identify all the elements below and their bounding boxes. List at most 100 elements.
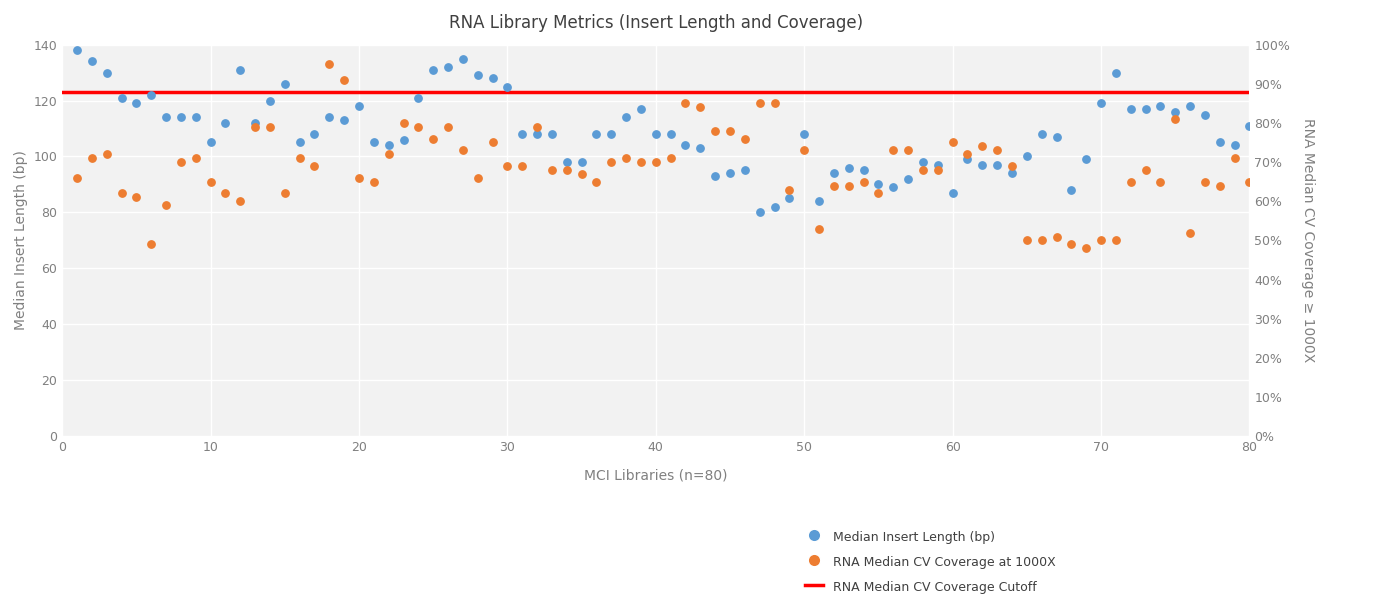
Point	[912, 157, 934, 167]
Point	[423, 65, 445, 75]
Point	[1195, 110, 1216, 119]
Point	[1179, 228, 1201, 238]
Point	[674, 98, 696, 108]
Point	[334, 115, 356, 125]
Point	[719, 126, 741, 136]
Point	[719, 168, 741, 178]
Point	[630, 104, 652, 114]
Point	[1016, 152, 1038, 161]
Point	[883, 145, 905, 155]
Point	[273, 79, 295, 88]
Point	[155, 201, 177, 210]
Point	[1164, 114, 1186, 124]
Point	[362, 177, 384, 187]
Point	[497, 82, 519, 92]
Point	[244, 122, 266, 132]
Point	[585, 129, 607, 139]
Point	[66, 45, 88, 55]
Point	[526, 129, 548, 139]
Point	[408, 93, 430, 102]
Point	[957, 150, 979, 159]
Point	[111, 188, 133, 198]
Point	[319, 113, 341, 122]
Point	[704, 126, 726, 136]
Point	[822, 181, 844, 190]
Point	[229, 196, 251, 206]
Point	[1134, 104, 1156, 114]
Point	[378, 141, 400, 150]
Point	[1208, 181, 1230, 190]
Point	[185, 153, 207, 163]
Point	[912, 165, 934, 175]
Point	[927, 165, 949, 175]
Y-axis label: Median Insert Length (bp): Median Insert Length (bp)	[14, 150, 27, 330]
Point	[556, 165, 578, 175]
Point	[615, 113, 637, 122]
Point	[541, 129, 563, 139]
Point	[600, 157, 622, 167]
Point	[1105, 236, 1127, 245]
Title: RNA Library Metrics (Insert Length and Coverage): RNA Library Metrics (Insert Length and C…	[449, 14, 862, 32]
Point	[199, 177, 221, 187]
Point	[303, 161, 325, 171]
Point	[125, 193, 147, 202]
Point	[763, 98, 785, 108]
Point	[259, 96, 281, 105]
Point	[437, 62, 459, 72]
Point	[986, 160, 1008, 170]
Point	[1090, 236, 1112, 245]
Point	[347, 101, 369, 111]
Point	[1223, 153, 1245, 163]
Point	[689, 143, 711, 153]
Point	[393, 118, 415, 128]
Point	[140, 239, 162, 249]
Point	[809, 224, 831, 233]
Point	[273, 188, 295, 198]
Point	[733, 134, 755, 144]
Point	[393, 135, 415, 145]
Point	[794, 145, 816, 155]
Point	[809, 196, 831, 206]
Point	[214, 118, 236, 128]
Point	[423, 134, 445, 144]
Point	[303, 129, 325, 139]
Point	[214, 188, 236, 198]
Point	[645, 157, 667, 167]
Point	[408, 122, 430, 132]
Y-axis label: RNA Median CV Coverage ≥ 1000X: RNA Median CV Coverage ≥ 1000X	[1302, 118, 1315, 362]
Point	[452, 145, 474, 155]
Point	[1179, 101, 1201, 111]
Point	[96, 150, 118, 159]
Point	[630, 157, 652, 167]
Point	[81, 153, 103, 163]
Point	[66, 173, 88, 182]
Point	[467, 70, 489, 80]
Point	[748, 98, 770, 108]
Point	[868, 179, 890, 189]
Point	[600, 129, 622, 139]
Point	[1120, 177, 1142, 187]
Point	[853, 165, 875, 175]
Point	[244, 118, 266, 128]
Point	[452, 54, 474, 64]
Point	[733, 165, 755, 175]
Point	[838, 181, 859, 190]
Point	[556, 157, 578, 167]
Point	[96, 68, 118, 78]
Point	[511, 161, 533, 171]
Point	[170, 157, 192, 167]
Point	[229, 65, 251, 75]
Point	[1208, 138, 1230, 147]
Point	[1238, 177, 1260, 187]
Point	[1060, 239, 1082, 249]
Point	[1075, 155, 1097, 164]
Point	[362, 138, 384, 147]
Point	[942, 138, 964, 147]
Point	[1120, 104, 1142, 114]
Point	[957, 155, 979, 164]
Point	[1164, 107, 1186, 116]
Point	[482, 73, 504, 83]
Point	[1195, 177, 1216, 187]
Point	[748, 208, 770, 218]
Point	[1031, 236, 1053, 245]
